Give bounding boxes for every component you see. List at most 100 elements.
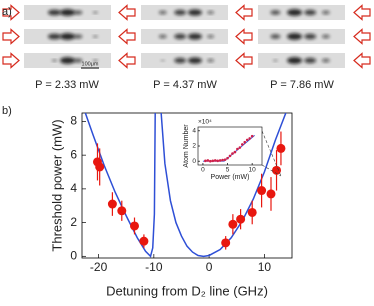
atom-cloud: [187, 57, 202, 64]
data-point: [248, 137, 251, 140]
x-tick-label: 0: [206, 260, 213, 274]
atom-cloud: [92, 35, 98, 38]
beam-arrow: [2, 4, 20, 21]
inset-frame: [197, 126, 263, 166]
multiplier: ×10⁴: [198, 119, 212, 126]
x-tick-label: -10: [145, 260, 163, 274]
y-tick-label: 4: [192, 128, 196, 135]
data-point: [204, 159, 207, 163]
y-axis-label: Threshold power (mW): [49, 119, 64, 251]
data-point: [206, 159, 210, 162]
data-point: [221, 158, 224, 162]
data-point: [231, 152, 234, 155]
beam-arrow: [2, 28, 20, 45]
atom-cloud: [174, 33, 187, 40]
atom-cloud: [51, 59, 58, 62]
x-axis-label: Power (mW): [211, 174, 250, 181]
atom-cloud: [60, 9, 75, 16]
data-point: [247, 207, 257, 217]
atom-cloud: [92, 11, 98, 14]
inset-plot: 0 5 10 0 2 4 Power (mW) Atom Number ×10⁴: [183, 119, 256, 181]
zoom-line: [261, 164, 282, 177]
data-point: [236, 147, 239, 151]
atom-cloud: [304, 57, 317, 64]
y-tick-label: 0: [70, 248, 77, 262]
atom-cloud: [174, 57, 187, 64]
beam-arrow: [235, 28, 253, 45]
data-point: [130, 221, 139, 231]
atom-cloud: [187, 9, 202, 16]
x-tick-label: 5: [226, 167, 230, 174]
atom-cloud: [60, 57, 75, 64]
x-tick-label: 0: [201, 167, 205, 174]
atom-cloud: [60, 33, 75, 40]
atom-cloud: [187, 33, 202, 40]
atom-cloud: [304, 33, 317, 40]
atom-cloud: [73, 58, 83, 63]
data-point: [216, 159, 219, 163]
data-point: [236, 214, 246, 224]
atom-cloud: [207, 10, 215, 15]
y-tick-label: 2: [70, 215, 77, 229]
zoom-line: [261, 130, 282, 177]
data-point: [218, 159, 222, 162]
atom-cloud: [160, 59, 165, 62]
atom-cloud: [273, 59, 278, 62]
data-point: [241, 143, 244, 146]
atom-cloud: [287, 33, 303, 40]
atom-cloud: [92, 59, 98, 62]
beam-arrow: [353, 4, 371, 21]
beam-arrow: [235, 52, 253, 69]
data-point: [266, 189, 276, 199]
data-point: [107, 199, 117, 209]
atom-cloud: [270, 10, 281, 15]
main-plot: -20 -10 0 10 0 2 4 6 8 Detuning from D₂ line (GHz…: [49, 113, 287, 298]
beam-arrow: [235, 4, 253, 21]
atom-cloud: [174, 9, 187, 16]
data-point: [223, 158, 227, 161]
y-tick-label: 0: [192, 158, 196, 165]
atom-cloud: [321, 58, 330, 63]
data-point: [250, 134, 254, 138]
data-point: [228, 154, 232, 158]
y-tick-label: 4: [70, 181, 77, 195]
beam-arrow: [353, 28, 371, 45]
atom-cloud: [304, 9, 317, 16]
atom-cloud: [287, 57, 303, 64]
atom-cloud: [47, 9, 61, 16]
data-point: [139, 236, 149, 246]
data-point: [211, 159, 215, 163]
atom-cloud: [158, 34, 167, 39]
x-tick-label: 10: [258, 260, 272, 274]
power-label: P = 2.33 mW: [35, 79, 99, 91]
data-point: [245, 138, 249, 142]
power-label: P = 7.86 mW: [270, 79, 334, 91]
data-point: [228, 219, 238, 229]
x-tick-label: 10: [249, 167, 257, 174]
y-tick-label: 2: [192, 143, 196, 150]
beam-arrow: [118, 52, 136, 69]
atom-cloud: [287, 9, 303, 16]
data-point: [257, 186, 267, 196]
data-point: [209, 159, 212, 163]
beam-arrow: [118, 28, 136, 45]
x-tick-label: -20: [90, 260, 108, 274]
data-point: [233, 150, 237, 154]
data-point: [243, 140, 247, 144]
atom-cloud: [270, 34, 281, 39]
panel-a: [2, 4, 371, 69]
scale-bar-label: 100μm: [82, 61, 99, 67]
plot-frame: [81, 112, 293, 259]
data-point: [272, 165, 282, 175]
data-point: [226, 156, 229, 160]
atom-cloud: [321, 34, 330, 39]
theory-curve: [84, 113, 287, 258]
data-point: [117, 206, 127, 216]
panel-label: b): [2, 105, 12, 117]
atom-cloud: [73, 34, 83, 39]
beam-arrow: [2, 52, 20, 69]
power-label: P = 4.37 mW: [153, 79, 217, 91]
atom-cloud: [47, 33, 61, 40]
